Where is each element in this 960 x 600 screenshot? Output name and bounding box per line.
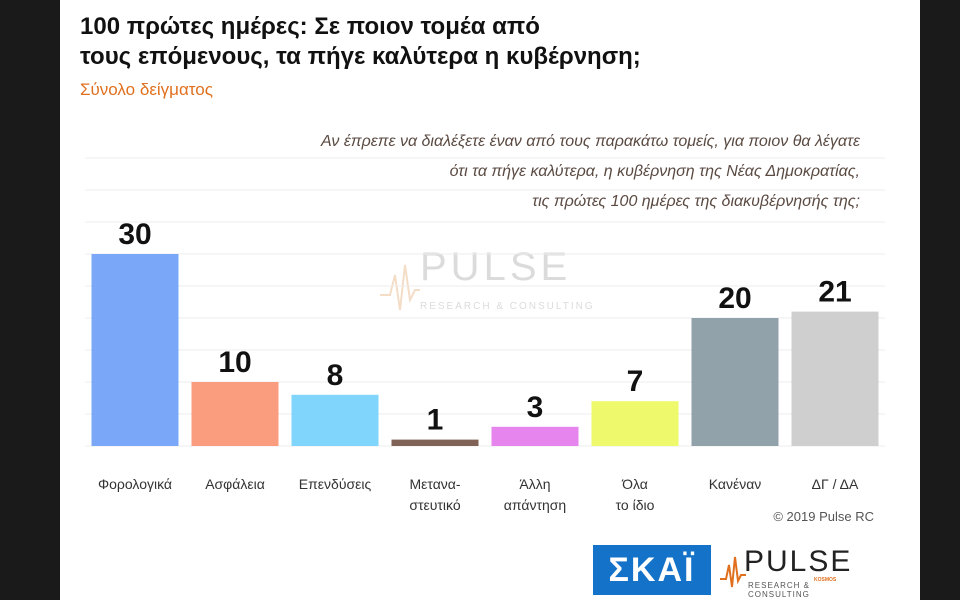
bar: [191, 382, 279, 446]
copyright-text: © 2019 Pulse RC: [773, 509, 874, 524]
title-line-1: 100 πρώτες ημέρες: Σε ποιον τομέα από: [80, 13, 540, 40]
category-label: ΔΓ / ΔΑ: [812, 476, 859, 492]
bar: [391, 439, 479, 446]
title-line-2: τους επόμενους, τα πήγε καλύτερα η κυβέρ…: [80, 43, 641, 70]
data-label: 1: [427, 404, 444, 437]
category-label: το ίδιο: [616, 497, 655, 513]
data-label: 10: [218, 346, 251, 379]
skai-logo: ΣΚΑΪ: [593, 545, 711, 595]
bar: [91, 254, 179, 446]
pulse-logo: PULSE KOSMOS RESEARCH & CONSULTING: [720, 545, 860, 599]
category-label: Άλλη: [519, 476, 550, 492]
category-label: απάντηση: [504, 497, 566, 513]
bar: [291, 394, 379, 446]
bar: [791, 311, 879, 446]
data-label: 20: [718, 282, 751, 315]
data-label: 30: [118, 218, 151, 251]
data-label: 21: [818, 276, 851, 309]
watermark-name: PULSE: [420, 245, 572, 289]
question-line-2: ότι τα πήγε καλύτερα, η κυβέρνηση της Νέ…: [449, 163, 860, 180]
category-label: Επενδύσεις: [299, 476, 372, 492]
pulse-logo-small: KOSMOS: [814, 577, 837, 583]
bar: [591, 401, 679, 446]
pulse-wave-icon: [380, 264, 420, 311]
category-label: στευτικό: [409, 497, 461, 513]
category-label: Κανέναν: [709, 476, 762, 492]
bar: [491, 426, 579, 446]
category-label: Όλα: [621, 476, 648, 492]
question-line-1: Αν έπρεπε να διαλέξετε έναν από τους παρ…: [320, 133, 860, 150]
pulse-watermark: PULSE RESEARCH & CONSULTING: [380, 245, 600, 325]
category-label: Μετανα-: [409, 476, 460, 492]
chart-title: 100 πρώτες ημέρες: Σε ποιον τομέα από το…: [80, 12, 840, 72]
watermark-sub: RESEARCH & CONSULTING: [420, 301, 595, 312]
question-line-3: τις πρώτες 100 ημέρες της διακυβέρνησής …: [532, 193, 860, 210]
data-label: 7: [627, 365, 644, 398]
pulse-logo-wave-icon: [720, 556, 746, 588]
pulse-logo-sub: RESEARCH & CONSULTING: [748, 581, 811, 599]
category-label: Φορολογικά: [98, 476, 172, 492]
survey-question: Αν έπρεπε να διαλέξετε έναν από τους παρ…: [200, 127, 860, 217]
chart-subtitle: Σύνολο δείγματος: [80, 80, 213, 99]
bar: [691, 318, 779, 446]
category-label: Ασφάλεια: [205, 476, 265, 492]
pulse-logo-name: PULSE: [744, 545, 853, 578]
bar-chart: 30 Φορολογικά 10 Ασφάλεια 8 Επενδύσεις 1 Μετανα…: [85, 157, 885, 513]
chart-card: 100 πρώτες ημέρες: Σε ποιον τομέα από το…: [60, 0, 920, 600]
data-label: 3: [527, 391, 544, 424]
data-label: 8: [327, 359, 344, 392]
